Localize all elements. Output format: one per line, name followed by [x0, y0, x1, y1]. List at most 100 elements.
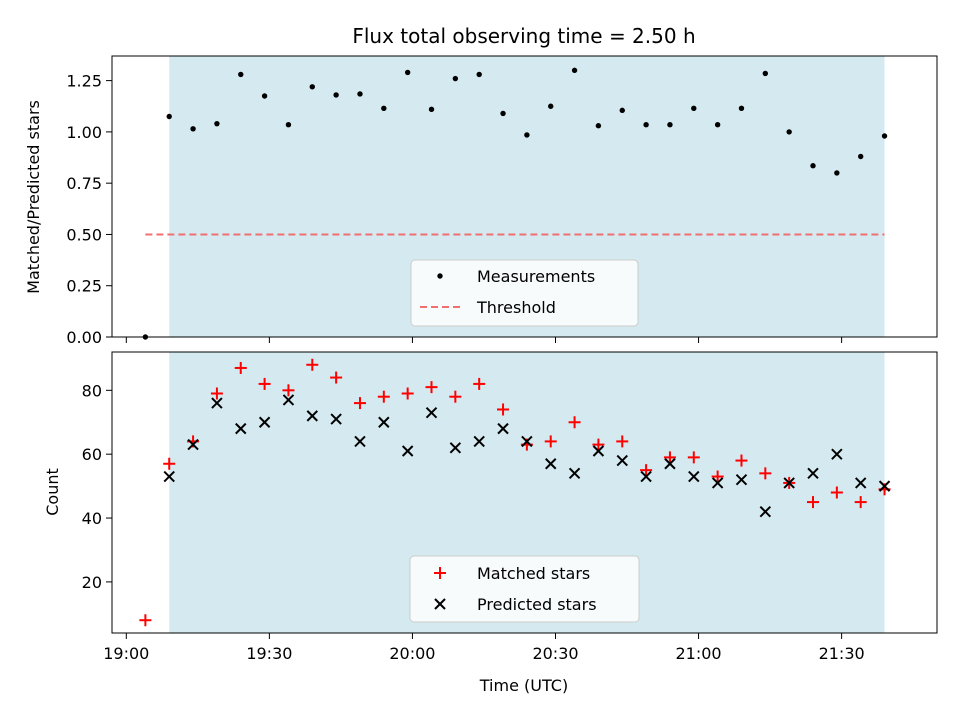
predicted-star-point — [163, 470, 175, 483]
measurement-point — [619, 107, 625, 114]
legend-matched-marker — [434, 567, 446, 579]
predicted-star-point — [759, 505, 772, 518]
legend-measurements-marker — [437, 273, 443, 279]
predicted-star-point — [831, 448, 843, 460]
measurement-point — [524, 132, 530, 138]
measurement-point — [428, 106, 435, 113]
predicted-star-point — [592, 445, 605, 457]
matched-star-point — [353, 397, 366, 410]
top-y-ticks: 0.00 0.25 0.50 0.75 1.00 1.25 — [66, 72, 112, 347]
matched-star-point — [163, 457, 176, 470]
predicted-star-point — [378, 416, 390, 428]
predicted-star-point — [711, 477, 724, 489]
predicted-star-point — [640, 470, 652, 483]
matched-star-point — [210, 387, 223, 400]
matched-star-point — [377, 390, 390, 403]
measurement-point — [166, 113, 172, 120]
predicted-star-point — [568, 467, 581, 480]
matched-star-point — [282, 384, 295, 397]
top-y-axis-label: Matched/Predicted stars — [24, 100, 43, 294]
y-tick-label: 20 — [82, 573, 102, 592]
measurement-point — [404, 69, 411, 76]
legend-matched-label: Matched stars — [477, 564, 590, 583]
predicted-star-point — [664, 458, 676, 470]
matched-star-point — [401, 387, 414, 400]
predicted-star-point — [521, 435, 533, 448]
bottom-axes-frame — [111, 351, 938, 634]
matched-star-point — [592, 438, 605, 451]
measurement-point — [595, 123, 602, 129]
measurement-point — [476, 71, 482, 78]
bottom-legend-box — [409, 555, 640, 623]
measurement-point — [714, 122, 721, 128]
measurement-point — [381, 105, 387, 112]
y-tick-label: 60 — [82, 445, 102, 464]
measurement-point — [857, 153, 864, 160]
measurement-point — [548, 103, 554, 109]
y-tick-label: 0.25 — [66, 277, 102, 296]
matched-star-point — [807, 496, 820, 509]
matched-star-point — [616, 435, 629, 448]
measurement-point — [357, 91, 363, 97]
matched-star-point — [640, 464, 653, 477]
matched-star-point — [425, 381, 438, 394]
matched-star-point — [473, 377, 486, 390]
x-tick-label: 20:30 — [532, 644, 578, 663]
matched-star-point — [258, 377, 271, 390]
predicted-star-point — [545, 458, 557, 470]
matched-star-point — [306, 358, 319, 371]
matched-star-point — [735, 454, 748, 467]
measurement-point — [333, 92, 339, 98]
top-x-ticks — [125, 337, 843, 343]
predicted-star-point — [473, 435, 485, 448]
predicted-star-point — [235, 422, 247, 435]
matched-star-point — [854, 496, 867, 509]
predicted-star-point — [211, 397, 223, 409]
matched-star-point — [568, 416, 581, 429]
measurement-point — [500, 110, 506, 117]
x-tick-label: 21:30 — [819, 644, 865, 663]
x-tick-label: 20:00 — [389, 644, 435, 663]
legend-threshold-label: Threshold — [476, 298, 556, 317]
measurement-point — [738, 105, 745, 112]
bottom-plot-marks — [139, 358, 891, 627]
matched-star-point — [330, 371, 343, 384]
predicted-star-point — [187, 438, 199, 451]
predicted-star-point — [425, 406, 438, 419]
measurement-point — [786, 129, 792, 135]
bottom-x-ticks: 19:00 19:30 20:00 20:30 21:00 21:30 — [103, 633, 865, 663]
measurement-point — [309, 84, 315, 90]
y-tick-label: 0.75 — [66, 174, 102, 193]
bottom-y-axis-label: Count — [43, 468, 62, 516]
legend-predicted-label: Predicted stars — [477, 595, 597, 614]
matched-star-point — [449, 390, 462, 403]
y-tick-label: 40 — [82, 509, 102, 528]
matched-star-point — [544, 435, 557, 448]
predicted-star-point — [282, 394, 295, 406]
measurement-point — [667, 122, 673, 128]
chart-title: Flux total observing time = 2.50 h — [352, 24, 695, 48]
measurement-point — [834, 170, 840, 176]
matched-star-point — [234, 361, 247, 374]
y-tick-label: 80 — [82, 381, 102, 400]
top-axes-frame — [111, 55, 938, 338]
top-panel: 0.00 0.25 0.50 0.75 1.00 1.25 Flux total obse… — [24, 24, 938, 347]
measurement-point — [214, 120, 220, 127]
predicted-star-point — [783, 477, 795, 489]
y-tick-label: 1.25 — [66, 72, 102, 91]
predicted-star-point — [330, 413, 342, 425]
y-tick-label: 0.50 — [66, 225, 102, 244]
bottom-legend: Matched stars Predicted stars — [409, 555, 640, 623]
measurement-point — [643, 122, 649, 128]
legend-measurements-label: Measurements — [477, 267, 595, 286]
matched-star-point — [497, 403, 510, 416]
predicted-star-point — [401, 445, 414, 457]
measurement-point — [190, 126, 196, 132]
measurement-point — [810, 163, 816, 169]
matched-star-point — [663, 451, 676, 464]
measurement-point — [881, 133, 888, 139]
predicted-star-point — [616, 454, 628, 467]
legend-predicted-marker — [434, 598, 446, 610]
